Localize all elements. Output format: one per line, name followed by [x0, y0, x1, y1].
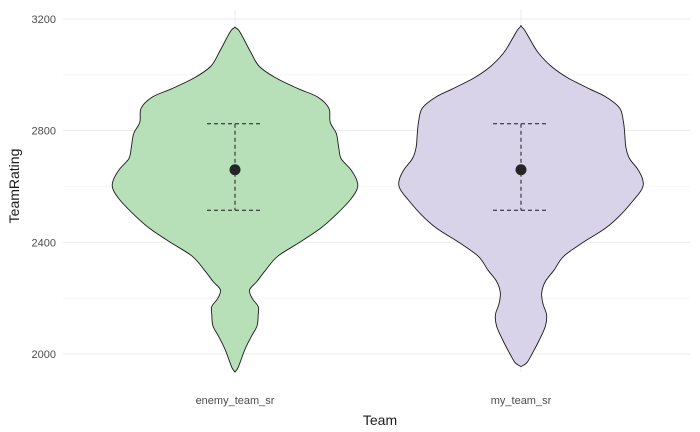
x-axis-title: Team: [363, 412, 397, 428]
y-axis-ticks: 2000 2400 2800 3200: [32, 14, 56, 361]
y-axis-title: TeamRating: [6, 149, 22, 224]
violin-enemy_team_sr: [111, 26, 359, 373]
violins: [111, 25, 644, 373]
y-tick-label: 3200: [32, 14, 56, 26]
x-tick-label: enemy_team_sr: [196, 395, 275, 407]
y-tick-label: 2000: [32, 349, 56, 361]
x-axis-ticks: enemy_team_sr my_team_sr: [196, 395, 552, 407]
mean-point: [229, 164, 241, 176]
x-tick-label: my_team_sr: [491, 395, 552, 407]
y-tick-label: 2400: [32, 237, 56, 249]
error-bars: [207, 123, 549, 211]
y-tick-label: 2800: [32, 126, 56, 138]
mean-point: [515, 164, 527, 176]
